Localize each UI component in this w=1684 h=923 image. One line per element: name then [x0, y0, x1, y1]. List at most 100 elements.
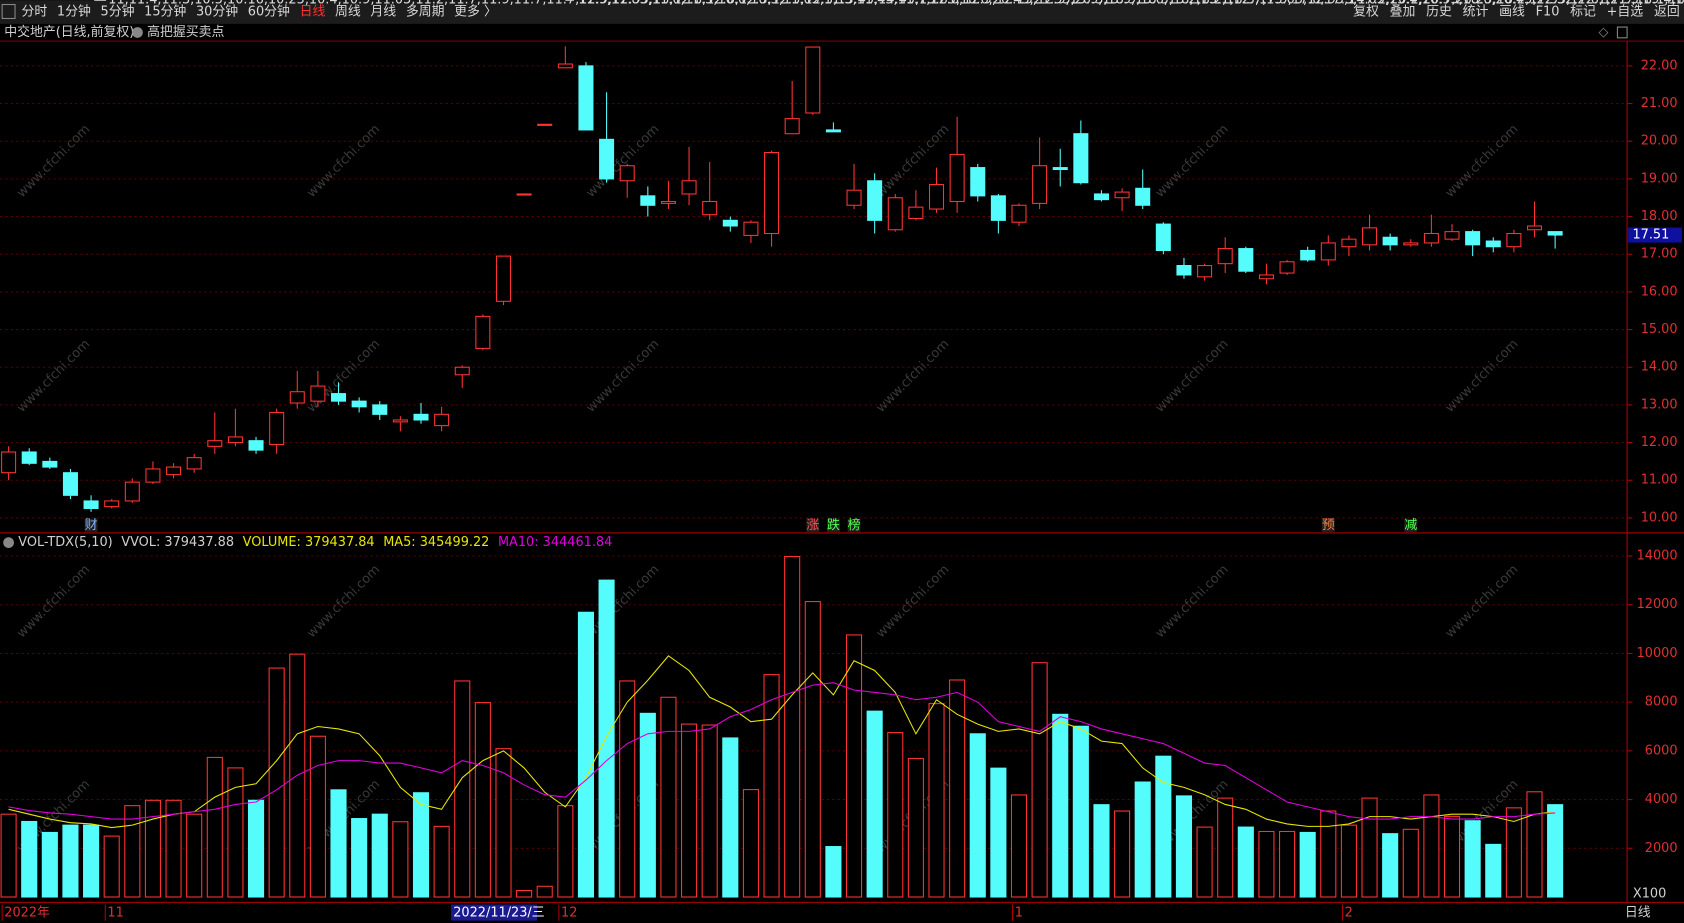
- candle-body: [1011, 204, 1027, 223]
- volume-bar: [268, 667, 285, 898]
- toolbar-button[interactable]: 历史: [1426, 5, 1452, 20]
- event-label[interactable]: 减: [1404, 518, 1417, 533]
- y-tick-label: 21.00: [1641, 96, 1678, 111]
- event-label[interactable]: 涨: [806, 518, 819, 533]
- volume-bar: [845, 634, 863, 898]
- stock-title: 中交地产(日线,前复权): [4, 24, 134, 40]
- y-tick-label: 22.00: [1641, 58, 1678, 73]
- y-tick-label: 12.00: [1641, 435, 1678, 450]
- volume-bar: [763, 674, 780, 898]
- toolbar-tab[interactable]: 月线: [370, 5, 396, 20]
- candle-body: [990, 195, 1006, 221]
- period-label: 日线: [1625, 906, 1651, 921]
- event-label[interactable]: 财: [85, 518, 98, 533]
- indicator-name[interactable]: 高把握买卖点: [147, 24, 224, 40]
- unit-label: X100: [1633, 886, 1666, 901]
- toolbar-button[interactable]: 复权: [1353, 4, 1379, 20]
- y-tick-label: 20.00: [1641, 134, 1678, 149]
- volume-bar: [62, 824, 79, 898]
- toolbar-tab[interactable]: 15分钟: [144, 4, 186, 20]
- toolbar-tab[interactable]: 日线: [300, 5, 326, 20]
- volume-bar: [825, 846, 842, 898]
- toolbar-button[interactable]: 叠加: [1390, 5, 1416, 20]
- candle-body: [227, 436, 243, 444]
- candle-body: [887, 197, 903, 231]
- indicator-icon[interactable]: [132, 27, 143, 38]
- volume-bar: [887, 732, 904, 898]
- volume-bar: [1134, 781, 1151, 898]
- y-tick-label: 17.00: [1641, 247, 1678, 262]
- volume-bar: [1299, 831, 1316, 898]
- volume-bar: [1258, 830, 1275, 898]
- diamond-icon[interactable]: ◇: [1598, 25, 1608, 40]
- candle-body: [475, 315, 491, 349]
- volume-bar: [392, 821, 409, 898]
- y-tick-label: 18.00: [1641, 209, 1678, 224]
- toolbar-tab[interactable]: 周线: [335, 5, 361, 20]
- vol-icon[interactable]: [3, 537, 14, 548]
- toolbar-tab[interactable]: 1分钟: [57, 4, 91, 20]
- volume-bar: [722, 737, 739, 898]
- candle-body: [928, 184, 945, 210]
- x-tick-label: 1: [1015, 906, 1023, 921]
- candle-body: [413, 413, 429, 421]
- panel-icon[interactable]: [1616, 26, 1628, 39]
- toolbar-button[interactable]: F10: [1536, 5, 1560, 20]
- toolbar-tab[interactable]: 多周期: [406, 5, 445, 20]
- volume-bar: [412, 792, 430, 898]
- toolbar-tab[interactable]: 60分钟: [248, 4, 290, 20]
- toolbar-button[interactable]: 统计: [1463, 5, 1489, 20]
- toolbar-button[interactable]: 标记: [1570, 5, 1596, 20]
- candle-body: [372, 404, 388, 415]
- volume-bar: [701, 724, 718, 898]
- volume-bar: [1547, 804, 1564, 898]
- volume-bar: [1279, 830, 1296, 898]
- toolbar: [0, 0, 1684, 24]
- volume-bar: [1093, 804, 1110, 898]
- volume-bar: [516, 890, 533, 898]
- y-tick-label: 15.00: [1641, 322, 1678, 337]
- volume-bar: [742, 789, 759, 898]
- candle-body: [83, 500, 99, 510]
- volume-bar: [41, 831, 58, 898]
- volume-bar: [990, 767, 1007, 898]
- volume-bar: [557, 805, 574, 898]
- volume-bar: [639, 712, 656, 898]
- toolbar-button[interactable]: 画线: [1499, 5, 1525, 20]
- candle-body: [186, 457, 202, 470]
- toolbar-tab[interactable]: 分时: [21, 5, 47, 20]
- toolbar-tab[interactable]: 5分钟: [101, 4, 135, 20]
- volume-bar: [0, 813, 17, 898]
- candle-body: [1547, 231, 1563, 236]
- toolbar-tab[interactable]: 30分钟: [196, 4, 238, 20]
- menu-icon[interactable]: [1, 3, 16, 20]
- volume-bar: [309, 735, 326, 898]
- candle-body: [104, 500, 120, 508]
- candle-body: [619, 165, 635, 182]
- event-box: [847, 518, 861, 532]
- y-tick-label: 11.00: [1641, 473, 1678, 488]
- toolbar-tab[interactable]: 更多 〉: [454, 5, 497, 20]
- legend-entry: VOL-TDX(5,10): [18, 535, 112, 550]
- event-label[interactable]: 跌: [827, 517, 840, 533]
- event-label[interactable]: 预: [1322, 518, 1335, 533]
- volume-bar: [1423, 794, 1440, 898]
- volume-bar: [1052, 713, 1069, 898]
- candle-body: [1320, 242, 1336, 261]
- volume-bar: [21, 820, 38, 898]
- volume-bar: [144, 799, 161, 898]
- candle-body: [1341, 238, 1357, 248]
- event-label[interactable]: 榜: [848, 517, 861, 533]
- candle-body: [21, 451, 37, 464]
- toolbar-button[interactable]: +自选: [1607, 5, 1644, 20]
- candle-body: [207, 440, 223, 447]
- candle-body: [289, 391, 305, 404]
- high-label: 11.9,11.85,11.6,11.3,10.6,10.5,11.05,11.…: [578, 0, 1684, 8]
- volume-bar: [619, 680, 636, 898]
- volume-bar: [1320, 810, 1337, 898]
- event-box: [826, 518, 840, 532]
- candle-body: [1485, 240, 1501, 248]
- toolbar-button[interactable]: 返回: [1654, 5, 1680, 20]
- candle-body: [846, 189, 862, 206]
